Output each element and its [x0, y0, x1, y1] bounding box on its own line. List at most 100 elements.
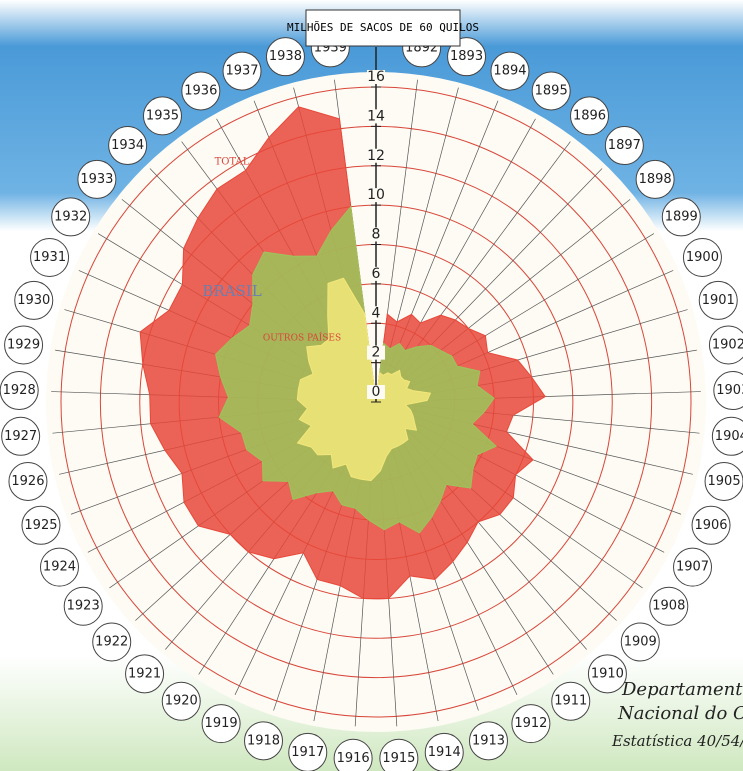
year-badge	[0, 371, 39, 411]
tick-label-bg	[367, 266, 385, 281]
year-badge	[711, 416, 743, 456]
year-badge	[604, 126, 644, 166]
category-label: 1919	[205, 716, 238, 731]
category-label: 1908	[652, 599, 685, 614]
year-badge	[447, 37, 487, 77]
tick-label-bg	[367, 306, 385, 321]
year-badge	[63, 586, 103, 626]
year-badge	[14, 280, 54, 320]
category-label: 1918	[247, 733, 280, 748]
category-label: 1893	[450, 49, 483, 64]
category-label: 1933	[80, 172, 113, 187]
category-label: 1931	[33, 250, 66, 265]
signature-line: Departamento	[621, 679, 743, 700]
category-label: 1922	[95, 635, 128, 650]
category-label: 1910	[591, 666, 624, 681]
year-badge	[511, 704, 551, 744]
year-badge	[1, 416, 41, 456]
category-label: 1902	[712, 338, 743, 353]
category-label: 1936	[184, 83, 217, 98]
category-label: 1895	[535, 83, 568, 98]
category-label: 1920	[165, 694, 198, 709]
year-badge	[490, 51, 530, 91]
axis: 1892189318941895189618971898189919001901…	[0, 28, 743, 771]
y-tick-label: 8	[372, 227, 381, 243]
category-label: 1905	[708, 474, 741, 489]
category-label: 1904	[715, 429, 743, 444]
category-label: 1912	[514, 716, 547, 731]
year-badge	[4, 325, 44, 365]
category-label: 1938	[269, 49, 302, 64]
year-badge	[142, 96, 182, 136]
category-label: 1930	[17, 293, 50, 308]
category-label: 1914	[428, 745, 461, 760]
category-label: 1925	[24, 518, 57, 533]
year-badge	[635, 159, 675, 199]
category-label: 1901	[702, 293, 735, 308]
year-badge	[77, 159, 117, 199]
year-badge	[673, 547, 713, 587]
category-label: 1906	[694, 518, 727, 533]
category-label: 1897	[608, 138, 641, 153]
year-badge	[51, 197, 91, 237]
year-badge	[551, 681, 591, 721]
year-badge	[288, 732, 328, 771]
year-badge	[570, 96, 610, 136]
year-badge	[468, 721, 508, 761]
year-badge	[181, 71, 221, 111]
year-badge	[92, 622, 132, 662]
category-label: 1903	[716, 383, 743, 398]
series-area	[296, 277, 432, 482]
category-label: 1911	[554, 694, 587, 709]
series-label: OUTROS PAÍSES	[263, 332, 341, 344]
category-label: 1923	[67, 599, 100, 614]
category-label: 1934	[111, 138, 144, 153]
y-tick-label: 12	[367, 148, 385, 164]
category-label: 1932	[54, 209, 87, 224]
year-badge	[161, 681, 201, 721]
title-box	[305, 9, 461, 47]
year-badge	[125, 654, 165, 694]
y-tick-label: 14	[367, 108, 385, 124]
category-label: 1900	[686, 250, 719, 265]
category-label: 1915	[382, 751, 415, 766]
y-tick-label: 0	[372, 384, 381, 400]
signature: Departamento Nacional do Café Estatístic…	[611, 679, 743, 750]
category-label: 1935	[146, 108, 179, 123]
category-label: 1927	[4, 429, 37, 444]
year-badge	[333, 738, 373, 771]
category-label: 1907	[676, 560, 709, 575]
series-label: BRASIL	[202, 282, 261, 300]
year-badge	[620, 622, 660, 662]
category-label: 1928	[3, 383, 36, 398]
year-badge	[698, 280, 738, 320]
y-tick-label: 6	[372, 266, 381, 282]
category-label: 1913	[472, 733, 505, 748]
signature-line: Nacional do Café	[617, 703, 743, 724]
year-badge	[587, 654, 627, 694]
year-badge	[108, 126, 148, 166]
series-label: TOTAL	[215, 157, 250, 168]
category-label: 1894	[493, 64, 526, 79]
year-badge	[8, 461, 48, 501]
tick-label-bg	[367, 148, 385, 163]
year-badge	[691, 505, 731, 545]
year-badge	[649, 586, 689, 626]
year-badge	[21, 505, 61, 545]
y-tick-label: 10	[367, 187, 385, 203]
year-badge	[201, 704, 241, 744]
year-badge	[713, 371, 743, 411]
y-tick-label: 16	[367, 69, 385, 85]
category-label: 1926	[11, 474, 44, 489]
year-badge	[244, 721, 284, 761]
year-badge	[424, 732, 464, 771]
category-label: 1909	[624, 635, 657, 650]
year-badge	[379, 738, 419, 771]
tick-label-bg	[367, 227, 385, 242]
tick-label-bg	[367, 188, 385, 203]
year-badge	[30, 237, 70, 277]
tick-label-bg	[367, 385, 385, 399]
y-tick-label: 2	[372, 345, 381, 361]
signature-line: Estatística 40/54/42	[611, 732, 743, 750]
